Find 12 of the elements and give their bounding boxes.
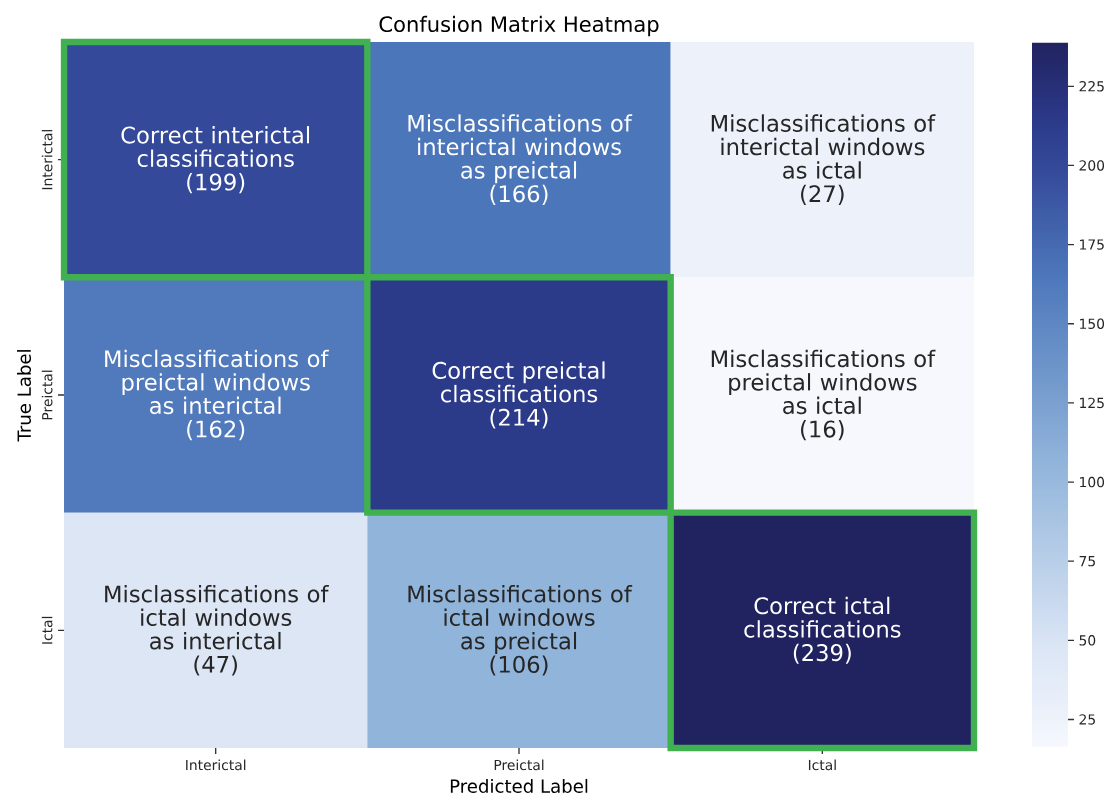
data-label: Correct ictal classifications (239)	[744, 596, 901, 664]
data-label: Misclassifications of ictal windows as preictal (106)	[408, 585, 633, 676]
data-label: Misclassifications of interictal windows as preictal (166)	[408, 114, 633, 205]
x-axis-title: Predicted Label	[450, 778, 588, 793]
data-label: Correct preictal classifications (214)	[432, 361, 605, 429]
data-label: Misclassifications of preictal windows as ictal (16)	[711, 349, 936, 441]
data-label: Misclassifications of ictal windows as interictal (47)	[105, 585, 329, 676]
data-label: Misclassifications of interictal windows as ictal (27)	[711, 114, 936, 205]
y-axis-title: True Label	[16, 350, 32, 442]
data-label: Misclassifications of preictal windows as interictal (162)	[105, 349, 329, 441]
data-label: Correct interictal classifications (199)	[121, 126, 310, 194]
chart-title: Confusion Matrix Heatmap	[379, 15, 659, 37]
